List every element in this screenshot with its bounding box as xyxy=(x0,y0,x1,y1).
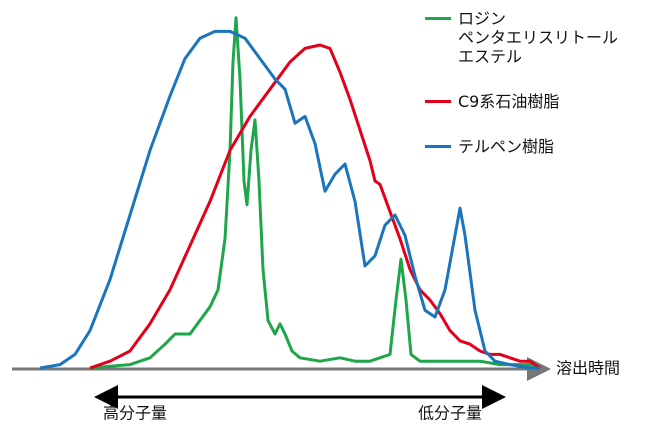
annotation: 高分子量 xyxy=(103,404,167,423)
legend-label: C9系石油樹脂 xyxy=(458,92,560,111)
annotation: 低分子量 xyxy=(418,404,482,423)
legend-swatch xyxy=(425,145,451,148)
legend-label: テルペン樹脂 xyxy=(458,137,555,156)
legend-label: ロジン ペンタエリスリトール エステル xyxy=(458,9,619,66)
x-axis-label: 溶出時間 xyxy=(556,359,620,378)
legend-swatch xyxy=(425,17,451,20)
series-line xyxy=(89,16,541,370)
legend-swatch xyxy=(425,100,451,103)
series-line xyxy=(39,29,540,370)
series-line xyxy=(89,43,541,370)
